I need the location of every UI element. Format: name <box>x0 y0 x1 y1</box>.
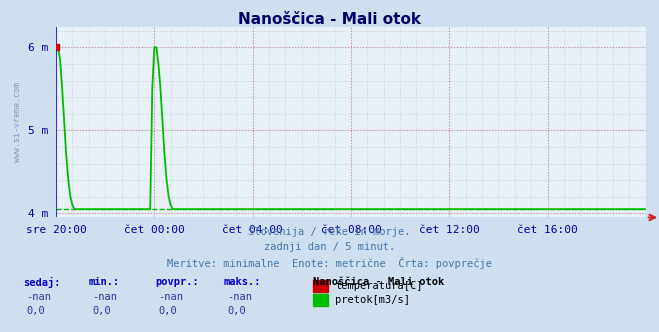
Text: Meritve: minimalne  Enote: metrične  Črta: povprečje: Meritve: minimalne Enote: metrične Črta:… <box>167 257 492 269</box>
Text: -nan: -nan <box>92 292 117 302</box>
Text: zadnji dan / 5 minut.: zadnji dan / 5 minut. <box>264 242 395 252</box>
Text: Nanoščica - Mali otok: Nanoščica - Mali otok <box>313 277 444 287</box>
Text: -nan: -nan <box>26 292 51 302</box>
Text: pretok[m3/s]: pretok[m3/s] <box>335 295 411 305</box>
Text: min.:: min.: <box>89 277 120 287</box>
Text: Nanoščica - Mali otok: Nanoščica - Mali otok <box>238 12 421 27</box>
Text: 0,0: 0,0 <box>227 306 246 316</box>
Text: temperatura[C]: temperatura[C] <box>335 281 423 291</box>
Text: -nan: -nan <box>227 292 252 302</box>
Text: maks.:: maks.: <box>224 277 262 287</box>
Text: -nan: -nan <box>158 292 183 302</box>
Text: 0,0: 0,0 <box>26 306 45 316</box>
Text: 0,0: 0,0 <box>158 306 177 316</box>
Text: Slovenija / reke in morje.: Slovenija / reke in morje. <box>248 227 411 237</box>
Text: www.si-vreme.com: www.si-vreme.com <box>13 82 22 162</box>
Text: sedaj:: sedaj: <box>23 277 61 288</box>
Text: povpr.:: povpr.: <box>155 277 198 287</box>
Text: 0,0: 0,0 <box>92 306 111 316</box>
